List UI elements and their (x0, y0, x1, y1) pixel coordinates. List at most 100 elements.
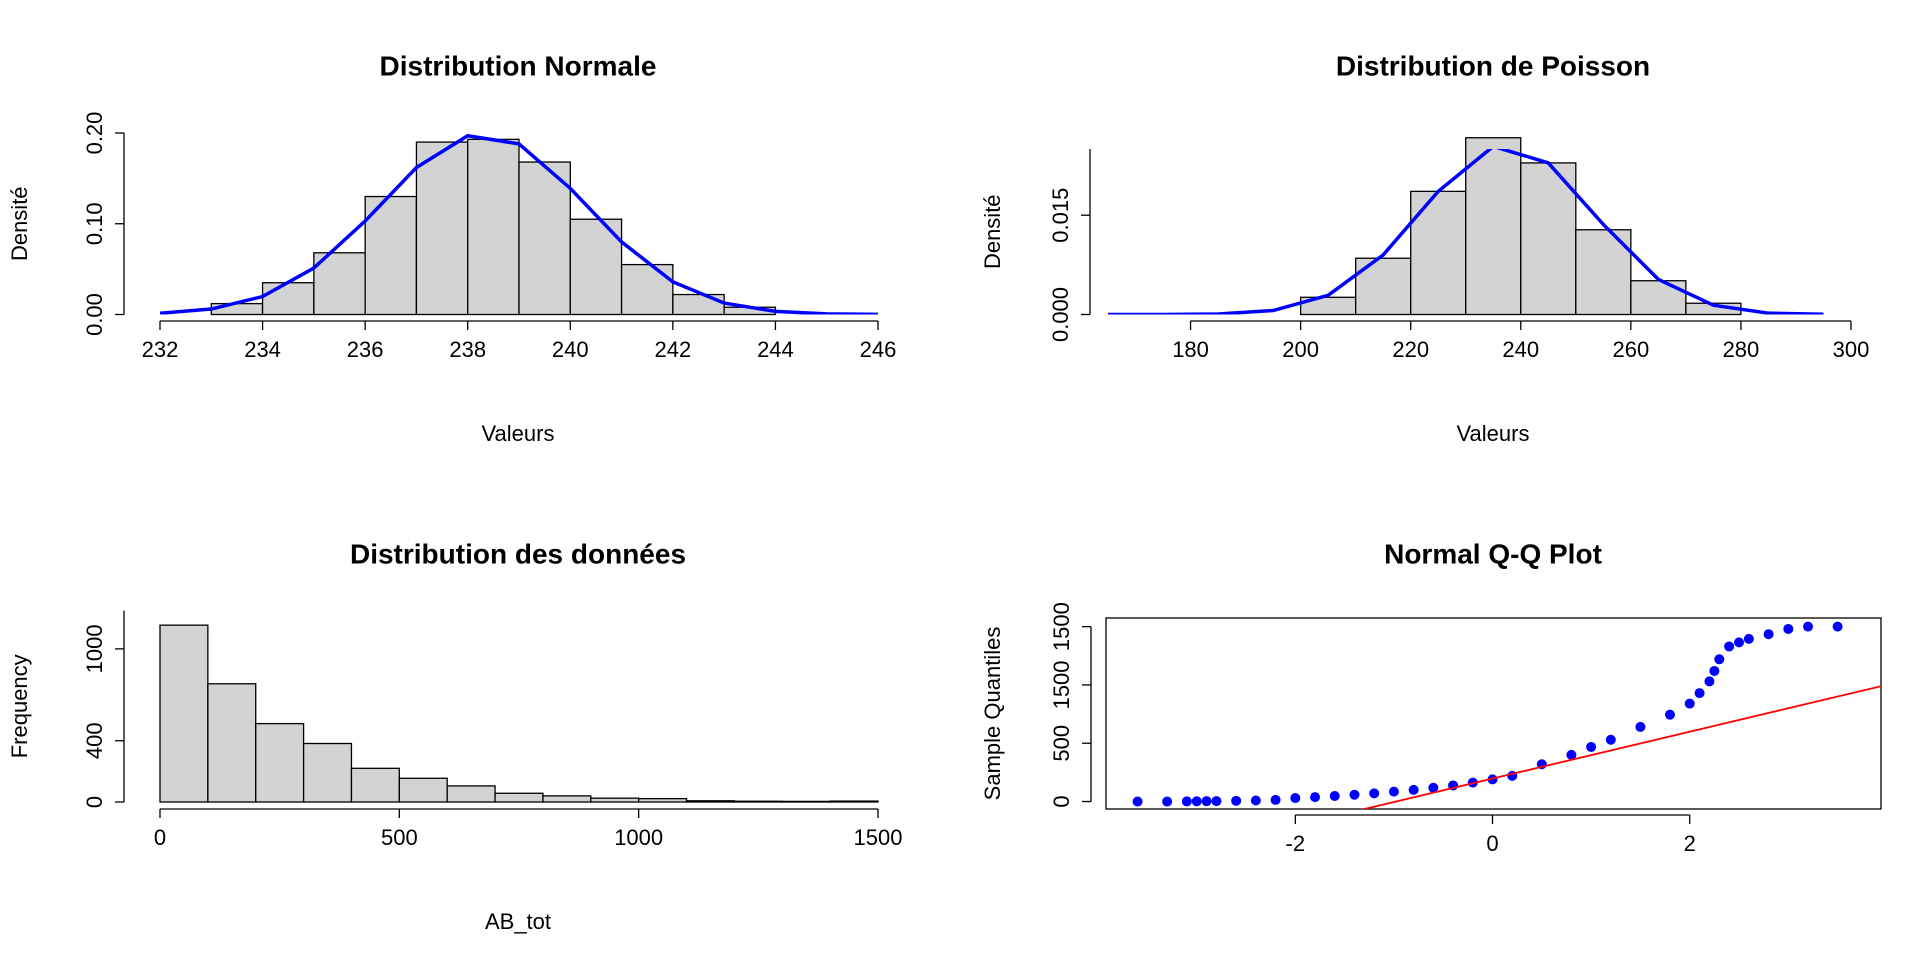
y-tick-label: 1000 (82, 624, 107, 673)
x-tick-label: 236 (347, 337, 384, 362)
y-tick-label: 0.00 (82, 293, 107, 336)
qq-point (1211, 796, 1222, 807)
x-axis-title: AB_tot (485, 909, 551, 934)
x-tick-label: 2 (1684, 831, 1696, 856)
histogram-bar (542, 795, 592, 803)
x-tick-label: 0 (154, 825, 166, 850)
density-curve (1108, 149, 1824, 315)
y-tick-label: 0 (82, 796, 107, 808)
histogram-bar (781, 800, 831, 803)
x-tick-label: 1500 (854, 825, 903, 850)
histogram-bar (467, 138, 520, 316)
y-axis-title: Densité (980, 194, 1005, 269)
qq-point (1408, 784, 1419, 795)
chart-title: Distribution Normale (380, 50, 657, 81)
qq-point (1369, 788, 1380, 799)
histogram-bar (620, 263, 674, 316)
x-tick-label: 180 (1172, 337, 1209, 362)
histogram-bar (590, 797, 640, 803)
qq-point (1832, 621, 1843, 632)
y-tick-label: 0.20 (82, 112, 107, 155)
x-tick-label: 500 (381, 825, 418, 850)
histogram-bar (415, 141, 469, 316)
x-axis-title: Valeurs (1457, 421, 1530, 446)
qq-point (1709, 665, 1720, 676)
histogram-bar (398, 777, 448, 803)
qq-point (1763, 629, 1774, 640)
y-axis-title: Frequency (7, 654, 32, 758)
qq-point (1132, 796, 1143, 807)
x-tick-label: 234 (244, 337, 281, 362)
y-tick-label: 1500 (1049, 602, 1074, 651)
chart-title: Distribution de Poisson (1336, 50, 1650, 81)
histogram-bar (350, 767, 400, 803)
histogram-bar (685, 800, 736, 803)
qq-point (1428, 782, 1439, 793)
qq-point (1162, 796, 1173, 807)
qq-point (1694, 688, 1705, 699)
qq-point (1329, 790, 1340, 801)
histogram-bar (829, 800, 879, 803)
qq-point (1803, 621, 1814, 632)
x-tick-label: 260 (1612, 337, 1649, 362)
histogram-bar (210, 302, 264, 316)
x-tick-label: 300 (1833, 337, 1870, 362)
qq-point (1290, 793, 1301, 804)
y-tick-label: 0.000 (1048, 287, 1073, 342)
histogram-bar (494, 792, 544, 803)
density-curve (160, 133, 878, 315)
x-tick-label: 238 (449, 337, 486, 362)
x-tick-label: 0 (1486, 831, 1498, 856)
x-tick-label: 246 (860, 337, 897, 362)
x-tick-label: 244 (757, 337, 794, 362)
histogram-bar (1410, 190, 1467, 316)
histogram-bar (364, 195, 418, 316)
histogram-bar (446, 785, 496, 803)
qq-point (1191, 796, 1202, 807)
qq-point (1724, 641, 1735, 652)
x-tick-label: 1000 (614, 825, 663, 850)
qq-point (1349, 789, 1360, 800)
qq-point (1704, 676, 1715, 687)
histogram-bar (159, 624, 209, 803)
x-tick-label: -2 (1286, 831, 1306, 856)
histogram-bar (302, 742, 353, 803)
qq-point (1231, 795, 1242, 806)
chart-title: Distribution des données (350, 538, 686, 569)
chart-title: Normal Q-Q Plot (1384, 538, 1602, 569)
qq-point (1201, 796, 1212, 807)
qq-point (1664, 709, 1675, 720)
histogram-bar (672, 293, 725, 316)
histogram-bar (518, 161, 571, 316)
y-tick-label: 0 (1049, 795, 1074, 807)
histogram-bar (261, 282, 315, 316)
plot-frame (1105, 617, 1882, 810)
histogram-bar (1630, 280, 1687, 316)
y-axis-title: Sample Quantiles (980, 627, 1005, 801)
x-tick-label: 220 (1392, 337, 1429, 362)
histogram-bar (255, 722, 305, 803)
qq-point (1635, 721, 1646, 732)
qq-point (1270, 794, 1281, 805)
x-tick-label: 242 (654, 337, 691, 362)
x-tick-label: 240 (1502, 337, 1539, 362)
x-tick-label: 232 (142, 337, 179, 362)
x-axis-title: Valeurs (482, 421, 555, 446)
qq-point (1181, 796, 1192, 807)
histogram-bar (1465, 137, 1522, 316)
qq-point (1605, 734, 1616, 745)
qq-point (1586, 741, 1597, 752)
y-axis-title: Densité (7, 186, 32, 261)
y-tick-label: 1500 (1049, 660, 1074, 709)
y-tick-label: 500 (1049, 725, 1074, 762)
qq-point (1734, 637, 1745, 648)
qq-point (1388, 786, 1399, 797)
y-tick-label: 400 (82, 722, 107, 759)
x-tick-label: 280 (1723, 337, 1760, 362)
histogram-bar (207, 683, 257, 803)
histogram-bar (733, 800, 783, 803)
qq-point (1310, 792, 1321, 803)
histogram-bar (1355, 257, 1412, 316)
x-tick-label: 240 (552, 337, 589, 362)
